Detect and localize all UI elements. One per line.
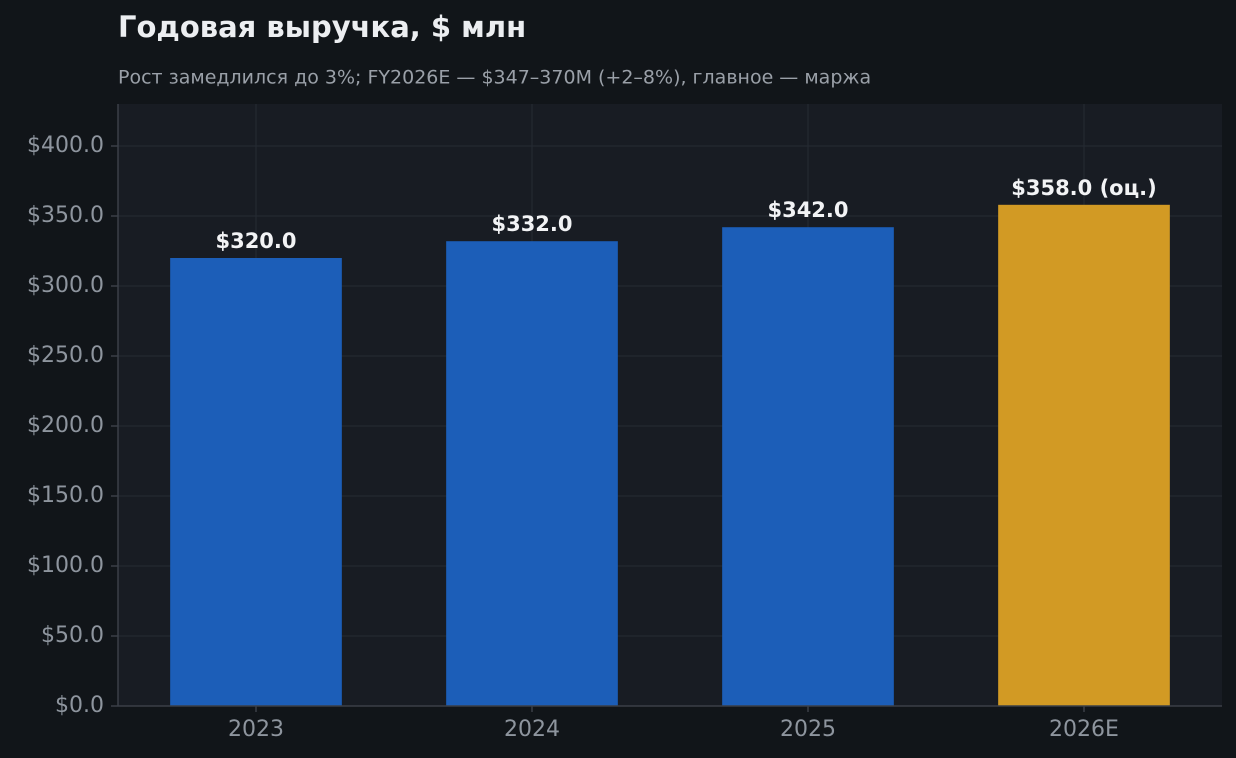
y-tick-label: $50.0 bbox=[41, 623, 104, 648]
value-label: $342.0 bbox=[767, 198, 848, 222]
x-tick-label: 2025 bbox=[780, 717, 836, 742]
y-tick-label: $200.0 bbox=[27, 413, 104, 438]
bar bbox=[722, 227, 894, 706]
y-tick-label: $150.0 bbox=[27, 483, 104, 508]
y-tick-label: $100.0 bbox=[27, 553, 104, 578]
x-tick-label: 2023 bbox=[228, 717, 284, 742]
value-label: $320.0 bbox=[215, 229, 296, 253]
chart-subtitle: Рост замедлился до 3%; FY2026E — $347–37… bbox=[118, 67, 871, 89]
bar bbox=[170, 258, 342, 706]
x-tick-label: 2024 bbox=[504, 717, 560, 742]
bar bbox=[446, 241, 618, 706]
y-tick-label: $400.0 bbox=[27, 133, 104, 158]
y-tick-label: $350.0 bbox=[27, 203, 104, 228]
x-tick-label: 2026E bbox=[1049, 717, 1119, 742]
bar bbox=[998, 204, 1170, 707]
chart-title: Годовая выручка, $ млн bbox=[118, 10, 526, 44]
y-tick-label: $300.0 bbox=[27, 273, 104, 298]
y-tick-label: $0.0 bbox=[55, 693, 104, 718]
y-tick-label: $250.0 bbox=[27, 343, 104, 368]
value-label: $358.0 (оц.) bbox=[1011, 176, 1157, 200]
value-label: $332.0 bbox=[491, 212, 572, 236]
